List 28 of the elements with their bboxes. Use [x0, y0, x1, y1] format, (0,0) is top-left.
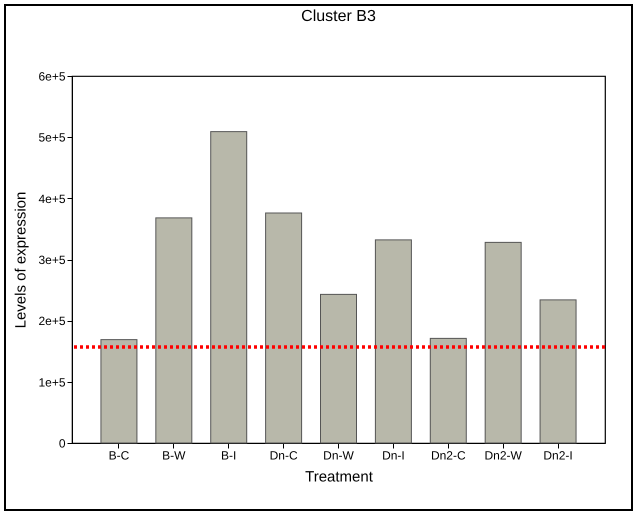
y-axis-title: Levels of expression: [12, 192, 30, 328]
x-tick-label: Dn-W: [323, 448, 354, 462]
x-tick-label: Dn2-W: [484, 448, 523, 462]
bar: [100, 339, 138, 444]
x-tick-label: Dn-C: [270, 448, 298, 462]
x-tick-label: B-C: [108, 448, 130, 462]
y-tick-label: 0: [58, 436, 66, 450]
x-tick-label: B-I: [221, 448, 236, 462]
y-tick-label: 5e+5: [38, 130, 66, 145]
bar: [540, 299, 577, 444]
y-tick-label: 2e+5: [38, 314, 66, 328]
x-tick-label: Dn2-I: [543, 448, 573, 462]
bar: [484, 242, 522, 444]
x-tick-label: Dn-I: [382, 448, 405, 462]
x-axis-title: Treatment: [305, 468, 374, 486]
chart-title: Cluster B3: [301, 8, 376, 25]
y-tick-label: 4e+5: [38, 192, 66, 206]
x-tick-label: B-W: [162, 448, 186, 462]
y-tick-label: 6e+5: [38, 70, 66, 84]
y-tick-label: 3e+5: [38, 253, 66, 267]
bar: [210, 131, 248, 444]
bar: [265, 212, 302, 444]
x-tick-label: Dn2-C: [430, 448, 466, 462]
bar: [374, 239, 412, 444]
y-tick-label: 1e+5: [38, 375, 66, 390]
bar: [155, 217, 192, 444]
bar: [320, 294, 357, 444]
bar: [430, 338, 467, 444]
